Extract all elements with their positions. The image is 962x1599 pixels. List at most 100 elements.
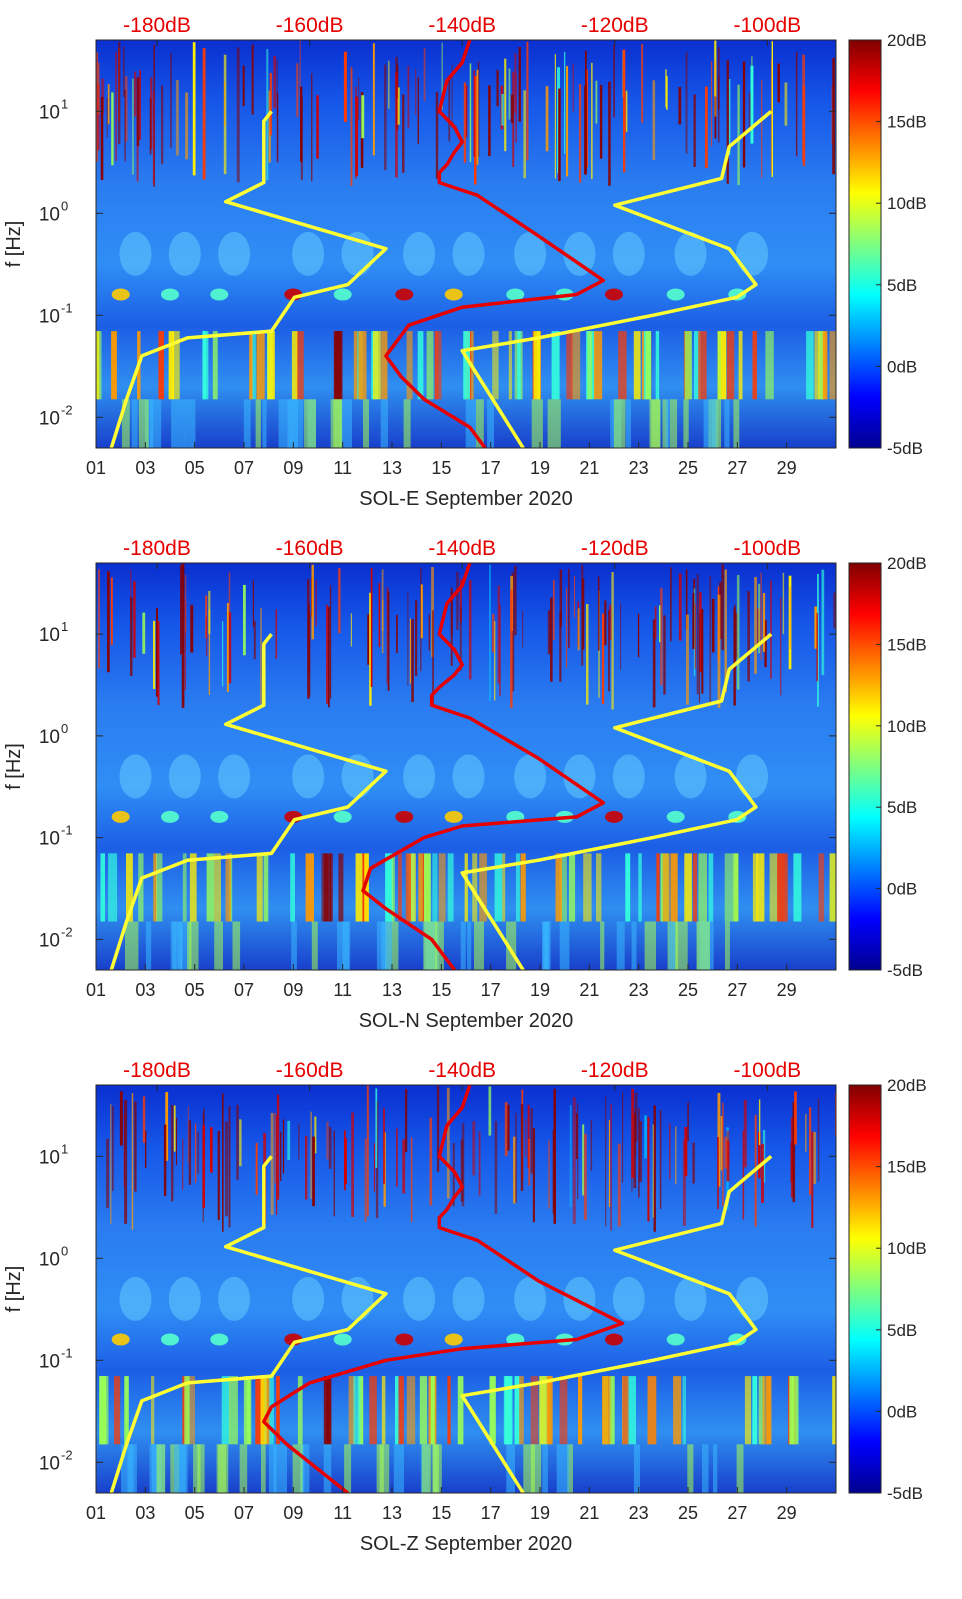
hf-streak (698, 612, 701, 703)
hf-streak (276, 92, 279, 163)
microseism-wash (563, 754, 596, 799)
colorbar-label: 15dB (887, 635, 927, 654)
x-tick-label: 05 (185, 980, 205, 1000)
hf-streak (532, 1128, 535, 1223)
microseism-wash (514, 1276, 547, 1321)
microseism-peak (444, 288, 463, 301)
hf-streak (450, 591, 453, 635)
high-noise-model (460, 632, 773, 970)
lf-band (263, 853, 269, 922)
hf-streak (595, 80, 598, 124)
microseism-wash (563, 231, 596, 276)
y-tick-exponent: -2 (61, 1447, 73, 1462)
hf-streak (686, 614, 689, 705)
lf-band (692, 853, 698, 922)
hf-streak (608, 1119, 610, 1207)
hf-streak (790, 1117, 794, 1198)
hf-streak (276, 1094, 280, 1200)
hf-streak (188, 1120, 192, 1185)
top-axis-label: -140dB (428, 1059, 496, 1082)
lf-band (587, 331, 593, 400)
lf-band (424, 853, 431, 922)
lf-band (708, 853, 714, 922)
hf-streak (597, 576, 600, 651)
hf-streak (816, 613, 818, 682)
lf-band (438, 853, 446, 922)
hf-streak (110, 577, 113, 645)
lf-band (418, 853, 424, 922)
hf-streak (553, 1088, 556, 1224)
hf-streak (520, 1104, 524, 1191)
top-axis-label: -100dB (733, 14, 801, 37)
vlf-band (278, 399, 292, 448)
hf-streak (784, 82, 788, 126)
lf-band (518, 1376, 524, 1445)
hf-streak (185, 92, 189, 160)
vlf-band (523, 1444, 535, 1493)
hf-streak (101, 78, 105, 114)
vlf-band (156, 1444, 166, 1493)
median-psd (384, 40, 606, 448)
hf-streak (761, 80, 763, 178)
hf-streak (190, 604, 194, 653)
hf-streak (566, 588, 568, 668)
hf-streak (609, 604, 612, 640)
lf-band (151, 1376, 155, 1445)
lf-band (596, 853, 602, 922)
hf-streak (106, 97, 108, 138)
hf-streak (100, 97, 104, 181)
lf-band (334, 331, 342, 400)
microseism-wash (168, 1276, 201, 1321)
hf-streak (608, 81, 611, 186)
vlf-band (631, 921, 637, 970)
vlf-band (304, 399, 316, 448)
hf-streak (579, 83, 582, 183)
hf-streak (743, 1100, 747, 1168)
vlf-band (616, 921, 625, 970)
vlf-band (261, 1444, 266, 1493)
hf-streak (312, 1136, 315, 1207)
high-noise-model (460, 1154, 773, 1493)
lf-band (502, 853, 506, 922)
lf-band (494, 853, 503, 922)
hf-streak (226, 603, 229, 692)
x-tick-label: 09 (283, 458, 303, 478)
hf-streak (515, 1112, 517, 1203)
lf-band (373, 331, 381, 400)
hf-streak (572, 63, 574, 112)
hf-streak (771, 41, 773, 178)
lf-band (96, 331, 100, 400)
hf-streak (641, 44, 644, 123)
hf-streak (236, 47, 240, 183)
hf-streak (717, 1137, 719, 1210)
hf-streak (130, 569, 132, 622)
lf-band (520, 853, 526, 922)
hf-streak (149, 97, 152, 155)
hf-streak (833, 592, 836, 629)
lf-band (756, 853, 765, 922)
lf-band (463, 331, 470, 400)
lf-band (447, 853, 454, 922)
vlf-band (291, 399, 304, 448)
hf-streak (742, 1130, 745, 1220)
lf-band (472, 853, 478, 922)
hf-streak (554, 54, 556, 179)
microseism-peak (666, 810, 685, 823)
hf-streak (528, 1139, 531, 1186)
hf-streak (754, 577, 757, 674)
hf-streak (611, 572, 614, 710)
hf-streak (687, 1102, 689, 1142)
hf-streak (315, 580, 317, 627)
hf-streak (170, 53, 172, 148)
lf-band (670, 853, 678, 922)
hf-streak (489, 564, 491, 702)
vlf-band (713, 1444, 718, 1493)
lf-band (228, 1376, 238, 1445)
hf-streak (373, 1143, 375, 1192)
lf-band (647, 1376, 657, 1445)
hf-streak (568, 569, 570, 648)
